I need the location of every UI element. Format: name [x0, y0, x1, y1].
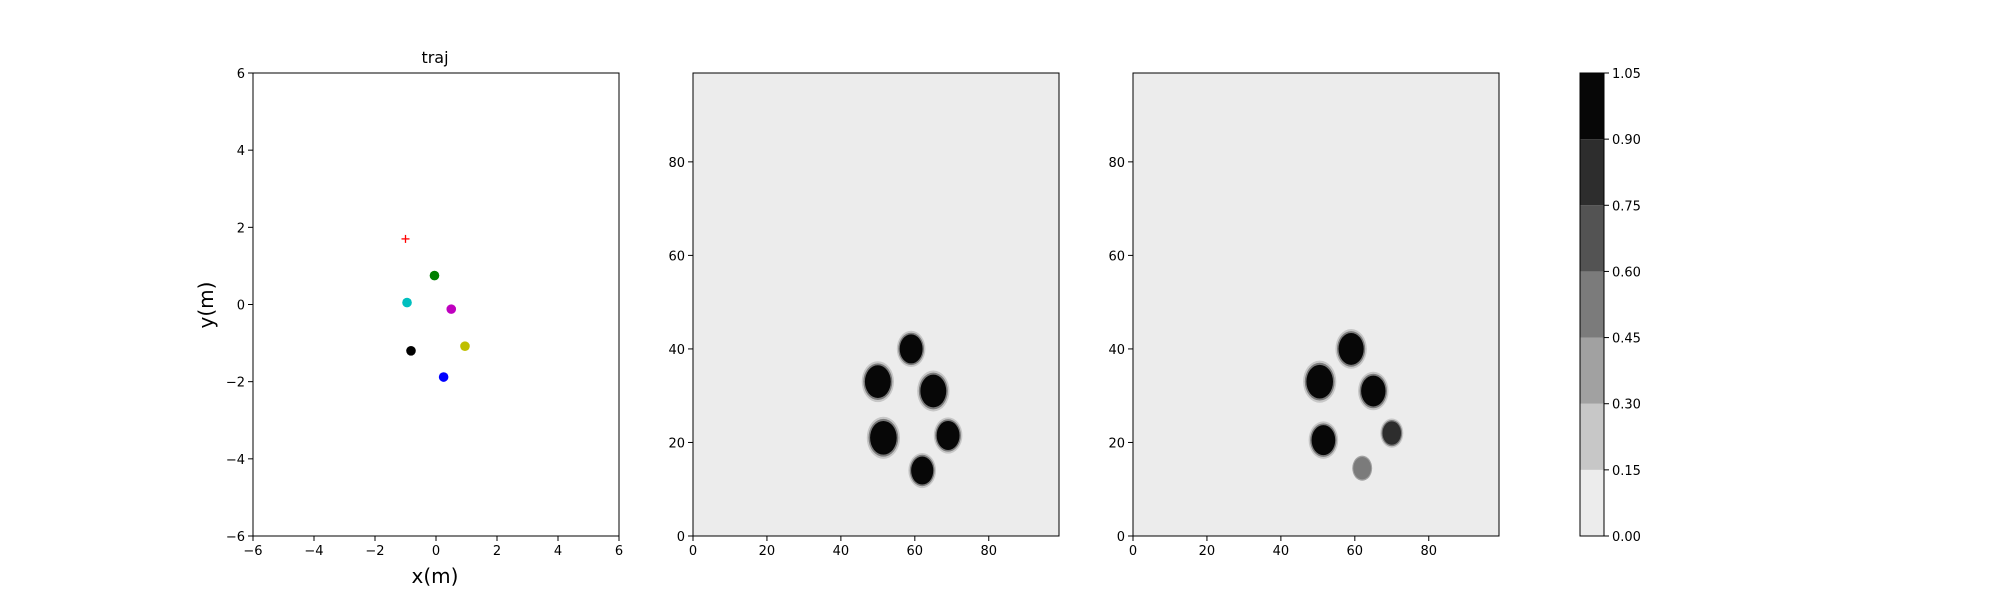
- colorbar-tick-label: 0.00: [1612, 530, 1641, 545]
- y-axis-title: y(m): [194, 282, 218, 329]
- colorbar-band: [1580, 271, 1604, 338]
- heatmap-1-blob: [866, 416, 901, 459]
- heatmap-1-x-ticks: 0 20 40 60 80: [689, 536, 997, 559]
- heatmap-1-x-tick-label: 20: [759, 544, 776, 559]
- heatmap-1-y-tick-label: 60: [668, 249, 685, 264]
- x-axis-title: x(m): [412, 564, 459, 588]
- colorbar: 0.00 0.15 0.30 0.45 0.60 0.75 0.90 1.05: [1579, 67, 1641, 545]
- scatter-x-tick-label: 2: [493, 544, 501, 559]
- scatter-frame: [252, 72, 620, 537]
- heatmap-2-y-tick-label: 60: [1108, 249, 1125, 264]
- heatmap-2-y-ticks: 0 20 40 60 80: [1108, 156, 1133, 545]
- scatter-x-ticks: −6 −4 −2 0 2 4 6: [243, 536, 623, 559]
- heatmap-1-background: [693, 73, 1059, 536]
- heatmap-2-x-tick-label: 20: [1199, 544, 1216, 559]
- heatmap-2-x-tick-label: 80: [1420, 544, 1437, 559]
- colorbar-tick-label: 0.90: [1612, 133, 1641, 148]
- heatmap-2-frame: [1132, 72, 1500, 537]
- heatmap-2-background: [1133, 73, 1499, 536]
- heatmap-1-y-tick-label: 0: [677, 530, 685, 545]
- scatter-point: [438, 372, 449, 382]
- heatmap-1-y-tick-label: 40: [668, 343, 685, 358]
- heatmap-2-y-tick-label: 40: [1108, 343, 1125, 358]
- colorbar-tick-label: 0.75: [1612, 199, 1641, 214]
- colorbar-frame: [1579, 72, 1605, 537]
- heatmap-1-blob: [896, 330, 926, 368]
- heatmap-1-x-tick-label: 0: [689, 544, 697, 559]
- scatter-point: [429, 270, 440, 281]
- colorbar-band: [1580, 205, 1604, 272]
- heatmap-2-blob: [1351, 454, 1374, 483]
- scatter-y-tick-label: −6: [226, 530, 245, 545]
- heatmap-1-blob: [908, 452, 937, 489]
- heatmap-2-blob: [1303, 360, 1337, 403]
- heatmap-2-x-tick-label: 60: [1347, 544, 1364, 559]
- occupancy-heatmap-1: 0 20 40 60 80 0 20 40 60 80: [668, 72, 1060, 559]
- trajectory-scatter-plot: traj −6 −4 −2 0 2 4 6 −6 −4 −2 0 2 4 6 x(m) y(m): [194, 48, 623, 588]
- colorbar-bands: [1580, 73, 1604, 536]
- scatter-x-tick-label: 0: [432, 544, 440, 559]
- colorbar-band: [1580, 337, 1604, 404]
- heatmap-2-x-tick-label: 0: [1129, 544, 1137, 559]
- scatter-y-tick-label: 6: [237, 67, 245, 82]
- heatmap-2-blob: [1308, 421, 1339, 459]
- heatmap-2-y-tick-label: 80: [1108, 156, 1125, 171]
- scatter-point: [402, 297, 412, 308]
- scatter-x-tick-label: −6: [243, 544, 262, 559]
- scatter-x-tick-label: −2: [365, 544, 384, 559]
- colorbar-tick-label: 0.60: [1612, 265, 1641, 280]
- heatmap-1-frame: [692, 72, 1060, 537]
- heatmap-1-field: [693, 73, 1059, 536]
- heatmap-2-x-tick-label: 40: [1273, 544, 1290, 559]
- colorbar-ticks: 0.00 0.15 0.30 0.45 0.60 0.75 0.90 1.05: [1604, 67, 1641, 545]
- colorbar-tick-label: 0.15: [1612, 464, 1641, 479]
- scatter-point: [460, 341, 470, 351]
- heatmap-1-y-ticks: 0 20 40 60 80: [668, 156, 693, 545]
- heatmap-2-blob: [1335, 329, 1367, 369]
- scatter-title: traj: [421, 48, 448, 67]
- heatmap-2-blob: [1380, 418, 1404, 448]
- scatter-point: [406, 346, 416, 356]
- scatter-x-tick-label: 4: [554, 544, 562, 559]
- scatter-y-ticks: −6 −4 −2 0 2 4 6: [226, 67, 253, 545]
- heatmap-2-x-ticks: 0 20 40 60 80: [1129, 536, 1437, 559]
- heatmap-1-x-tick-label: 40: [833, 544, 850, 559]
- colorbar-tick-label: 0.45: [1612, 332, 1641, 347]
- heatmap-2-y-tick-label: 20: [1108, 436, 1125, 451]
- heatmap-1-blob: [917, 370, 950, 412]
- colorbar-tick-label: 1.05: [1612, 67, 1641, 82]
- heatmap-2-y-tick-label: 0: [1117, 530, 1125, 545]
- colorbar-band: [1580, 139, 1604, 206]
- heatmap-1-y-tick-label: 20: [668, 436, 685, 451]
- scatter-y-tick-label: 4: [237, 144, 245, 159]
- colorbar-band: [1580, 403, 1604, 470]
- occupancy-heatmap-2: 0 20 40 60 80 0 20 40 60 80: [1108, 72, 1500, 559]
- heatmap-1-x-tick-label: 80: [980, 544, 997, 559]
- heatmap-1-blob: [861, 361, 895, 403]
- scatter-point-plus: [401, 234, 410, 243]
- colorbar-band: [1580, 469, 1604, 536]
- scatter-y-tick-label: 0: [237, 299, 245, 314]
- heatmap-2-field: [1133, 73, 1499, 536]
- heatmap-1-y-tick-label: 80: [668, 156, 685, 171]
- heatmap-2-blob: [1358, 371, 1389, 411]
- scatter-y-tick-label: −2: [226, 376, 245, 391]
- heatmap-1-blob: [933, 417, 963, 454]
- heatmap-1-x-tick-label: 60: [907, 544, 924, 559]
- scatter-point: [446, 304, 457, 314]
- scatter-x-tick-label: −4: [304, 544, 323, 559]
- scatter-x-tick-label: 6: [615, 544, 623, 559]
- scatter-y-tick-label: 2: [237, 221, 245, 236]
- colorbar-tick-label: 0.30: [1612, 398, 1641, 413]
- scatter-marks: [401, 234, 470, 382]
- colorbar-band: [1580, 73, 1604, 140]
- scatter-y-tick-label: −4: [226, 453, 245, 468]
